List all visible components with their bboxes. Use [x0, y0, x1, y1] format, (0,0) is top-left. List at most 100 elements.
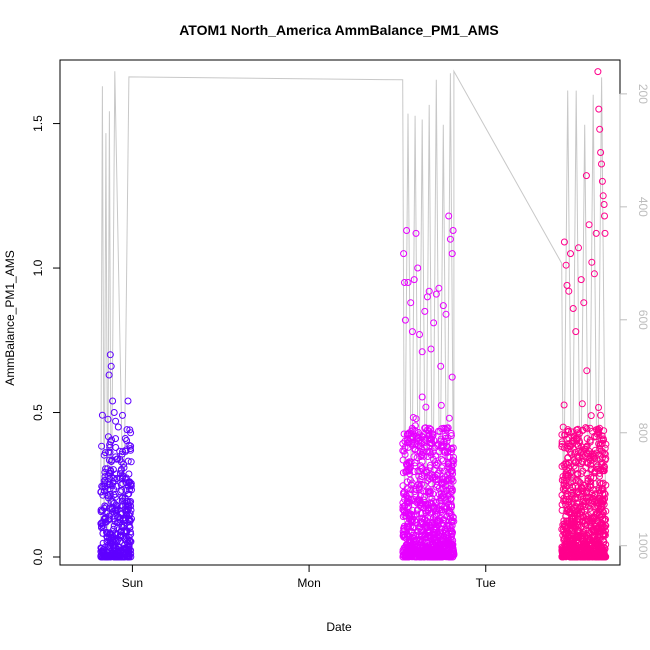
data-point: [564, 505, 572, 513]
x-tick-label: Mon: [297, 576, 320, 590]
data-point: [123, 502, 131, 510]
data-point: [577, 493, 584, 501]
data-point: [422, 509, 430, 517]
data-point: [601, 212, 608, 220]
data-point: [126, 445, 134, 453]
data-point: [103, 528, 110, 536]
data-point: [106, 448, 114, 456]
data-point: [399, 456, 407, 464]
data-point: [442, 310, 450, 318]
data-point: [407, 486, 415, 494]
data-point: [591, 547, 599, 555]
data-point: [412, 486, 420, 494]
data-point: [439, 509, 446, 517]
data-point: [435, 284, 443, 292]
data-point: [401, 316, 409, 324]
data-point: [98, 442, 106, 450]
data-point: [572, 533, 580, 541]
data-point: [578, 400, 586, 408]
data-point: [425, 447, 433, 455]
data-point: [427, 345, 435, 353]
data-point: [567, 479, 575, 487]
data-point: [433, 472, 441, 479]
data-point: [576, 449, 584, 457]
data-point: [410, 276, 418, 284]
data-point: [440, 442, 448, 450]
data-point: [558, 506, 566, 514]
data-point: [124, 482, 132, 490]
data-point: [569, 305, 577, 312]
data-point: [599, 545, 607, 553]
data-point: [558, 440, 566, 448]
data-point: [422, 403, 430, 411]
data-point: [561, 487, 569, 495]
data-point: [598, 177, 606, 185]
data-point: [587, 483, 595, 491]
data-point: [125, 479, 133, 486]
data-point: [99, 539, 107, 547]
data-point: [440, 516, 448, 523]
data-point: [566, 553, 574, 561]
data-point: [579, 449, 587, 457]
data-point: [444, 525, 451, 533]
data-point: [415, 431, 423, 439]
y-axis-label: AmmBalance_PM1_AMS: [3, 250, 17, 385]
data-point: [597, 411, 604, 419]
data-point: [119, 553, 127, 560]
data-point: [418, 348, 426, 356]
data-point: [444, 475, 452, 483]
data-point: [591, 432, 599, 440]
data-point: [585, 450, 593, 458]
data-point: [560, 238, 568, 246]
data-point: [442, 486, 450, 494]
data-point: [123, 437, 131, 444]
data-point: [111, 541, 119, 549]
data-point: [127, 442, 135, 450]
data-point: [418, 439, 425, 447]
data-point: [428, 519, 436, 527]
data-point: [587, 519, 595, 526]
data-point: [420, 439, 428, 447]
data-point: [121, 435, 129, 442]
y-tick-label: 1.0: [31, 259, 45, 276]
data-point: [587, 412, 595, 420]
data-point: [107, 362, 115, 370]
y2-tick-label: 400: [636, 197, 650, 217]
data-point: [583, 425, 591, 433]
data-point: [404, 279, 412, 286]
plot-frame: [59, 59, 621, 566]
data-point: [579, 513, 587, 521]
data-point: [592, 229, 600, 237]
data-point: [114, 455, 122, 463]
data-point: [110, 522, 118, 530]
data-point: [434, 520, 441, 528]
data-point: [585, 221, 593, 229]
data-point: [564, 426, 572, 434]
data-point: [437, 401, 445, 409]
data-point: [116, 447, 124, 455]
data-point: [445, 501, 453, 509]
data-point: [444, 448, 452, 456]
data-point: [444, 434, 452, 442]
data-point: [402, 512, 410, 520]
data-point: [574, 484, 582, 492]
data-point: [403, 522, 411, 530]
data-point: [598, 480, 606, 488]
data-point: [575, 457, 583, 465]
data-point: [408, 528, 416, 536]
data-point: [592, 449, 600, 457]
data-point: [573, 515, 581, 523]
data-points: [97, 68, 610, 561]
data-point: [575, 437, 583, 445]
y2-tick-label: 800: [636, 423, 650, 443]
data-point: [407, 430, 415, 437]
y-axis: 0.0 0.5 1.0 1.5: [31, 115, 61, 565]
data-point: [598, 552, 605, 560]
data-point: [429, 551, 436, 559]
data-point: [592, 496, 600, 504]
data-point: [598, 522, 606, 530]
data-point: [407, 495, 415, 503]
data-point: [125, 521, 133, 529]
data-point: [416, 492, 424, 500]
y2-tick-label: 600: [636, 310, 650, 330]
